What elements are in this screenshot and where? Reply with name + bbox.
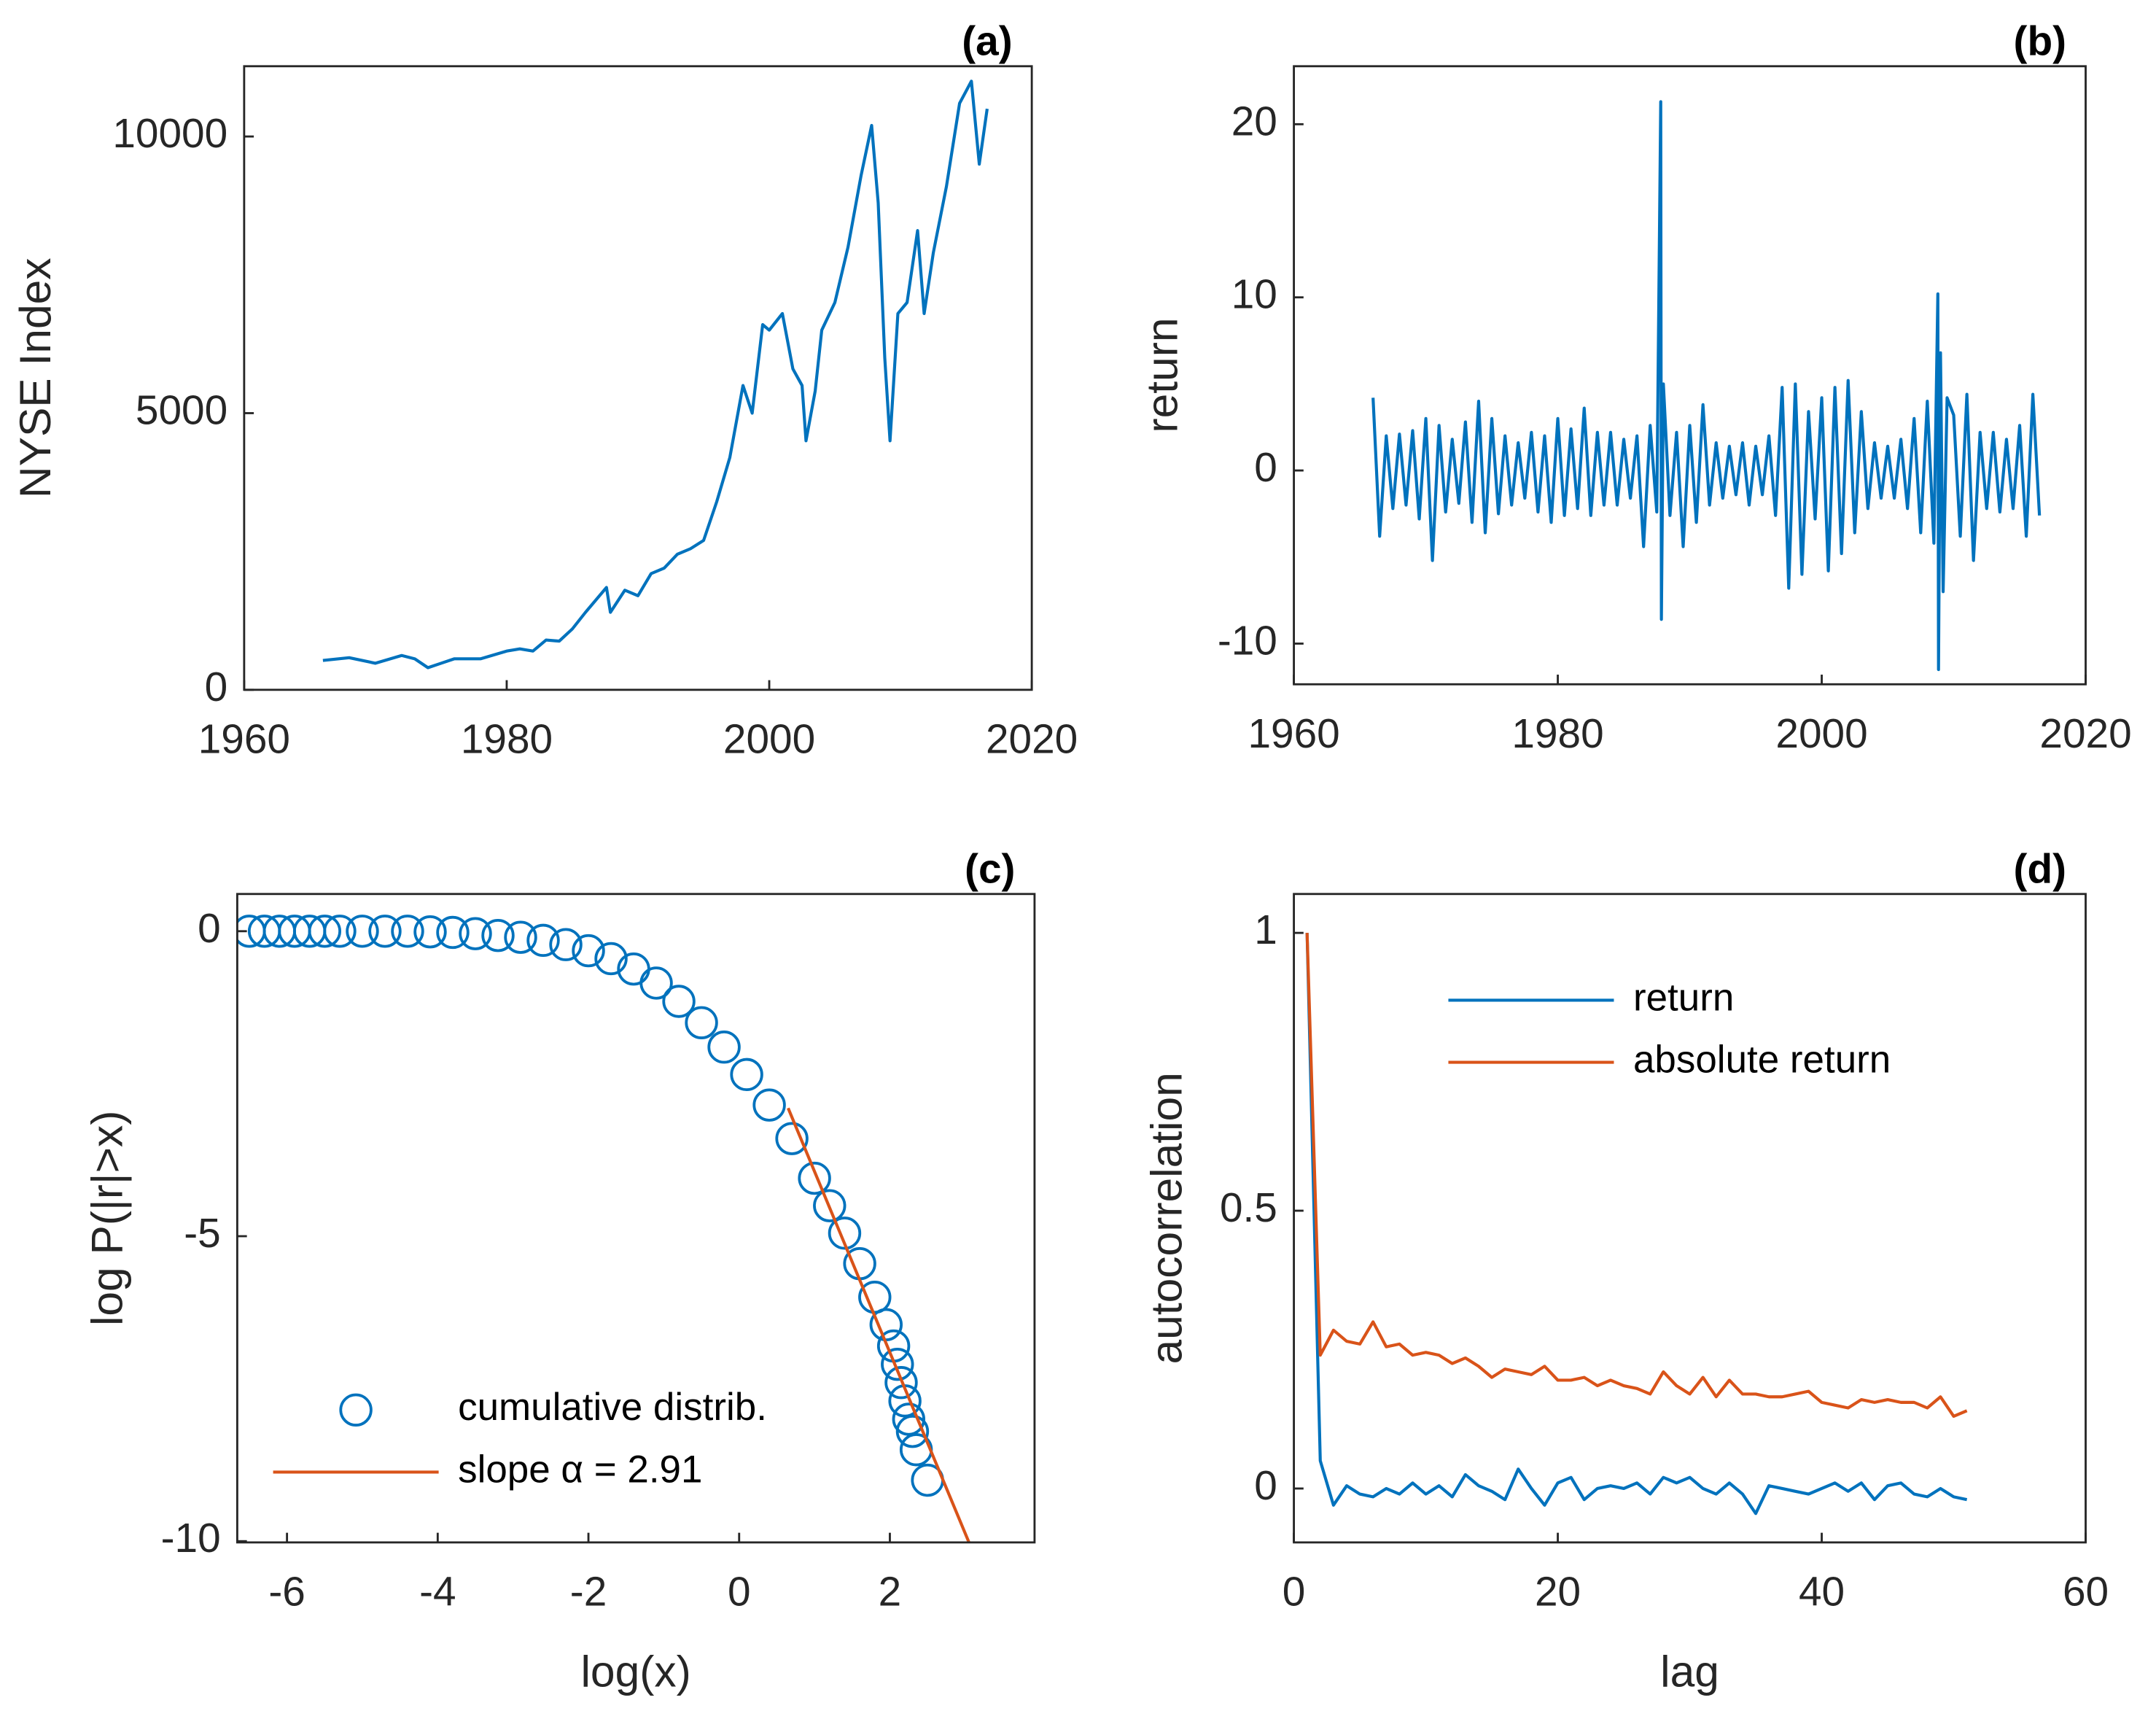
y-tick-label: 0.5 [1220, 1185, 1277, 1231]
scatter-point [707, 1031, 741, 1064]
scatter-point [884, 1366, 918, 1400]
y-axis-label: autocorrelation [1141, 1072, 1191, 1364]
subplot-title: (c) [965, 847, 1015, 893]
y-axis-label: log P(|r|>x) [82, 1111, 131, 1326]
scatter-point [308, 915, 341, 948]
axes-frame [236, 893, 1036, 1544]
plot-area [1371, 100, 2042, 672]
x-tick-label: 1960 [1248, 711, 1339, 757]
y-tick-label: -5 [184, 1211, 220, 1257]
subplot-title: (d) [2014, 847, 2066, 893]
x-tick-label: 40 [1799, 1569, 1845, 1615]
scatter-point [798, 1161, 831, 1195]
x-tick-label: 2 [879, 1569, 902, 1615]
scatter-point [436, 915, 470, 950]
axes-frame [1293, 65, 2087, 686]
y-tick-label: 5000 [136, 387, 227, 433]
x-axis-label: lag [1660, 1646, 1719, 1696]
x-tick-label: 20 [1535, 1569, 1581, 1615]
x-tick-label: 0 [728, 1569, 751, 1615]
x-tick-label: 2000 [1775, 711, 1867, 757]
scatter-point [858, 1280, 892, 1314]
axes-frame [1293, 893, 2087, 1544]
scatter-point [813, 1189, 847, 1222]
scatter-point [775, 1122, 809, 1155]
line-series [322, 79, 989, 670]
legend-marker [339, 1393, 373, 1427]
scatter-point [895, 1414, 930, 1448]
scatter-point [881, 1347, 914, 1381]
x-tick-label: -6 [268, 1569, 305, 1615]
scatter-point [730, 1058, 763, 1092]
y-tick-label: 0 [198, 906, 221, 952]
scatter-point [594, 942, 628, 976]
scatter-point [685, 1006, 718, 1039]
y-tick-label: 0 [205, 664, 228, 710]
scatter-point [892, 1402, 926, 1436]
x-tick-label: 1980 [461, 717, 553, 763]
scatter-point [639, 966, 673, 1000]
x-axis-label: log(x) [580, 1646, 690, 1696]
y-tick-label: -10 [161, 1516, 221, 1561]
line-series [1305, 933, 1968, 1419]
scatter-point [752, 1088, 786, 1122]
x-tick-label: 2020 [986, 717, 1078, 763]
line-series [1305, 933, 1968, 1516]
scatter-point [391, 915, 424, 948]
y-tick-label: 10000 [112, 111, 227, 157]
scatter-point [662, 985, 696, 1018]
scatter-point [346, 915, 379, 948]
legend-label: slope α = 2.91 [458, 1448, 702, 1491]
y-axis-label: NYSE Index [10, 257, 60, 498]
scatter-point [459, 917, 492, 950]
y-tick-label: 20 [1231, 98, 1277, 144]
plot-area [322, 79, 989, 670]
y-tick-label: -10 [1218, 618, 1277, 664]
x-tick-label: 1980 [1511, 711, 1603, 757]
scatter-point [572, 934, 605, 968]
scatter-point [413, 915, 447, 949]
x-tick-label: 2020 [2039, 711, 2131, 757]
scatter-point [549, 928, 583, 961]
legend-label: cumulative distrib. [458, 1386, 767, 1429]
scatter-point [368, 915, 402, 948]
y-axis-label: return [1137, 317, 1187, 432]
y-tick-label: 10 [1231, 272, 1277, 318]
scatter-point [526, 923, 560, 958]
y-tick-label: 1 [1254, 907, 1277, 953]
subplot-title: (b) [2014, 19, 2066, 65]
subplot: 0 20 40 60 0 0.5 1 (d) autocorrelation lag return a… [1141, 847, 2109, 1696]
x-tick-label: -2 [570, 1569, 607, 1615]
subplot-title: (a) [962, 19, 1012, 65]
line-series [787, 1107, 970, 1543]
x-tick-label: 1960 [198, 717, 290, 763]
legend-label: absolute return [1633, 1039, 1891, 1082]
y-tick-label: 0 [1254, 445, 1277, 491]
x-tick-label: 60 [2063, 1569, 2109, 1615]
scatter-point [828, 1217, 862, 1250]
subplot: 1960 1980 2000 2020 0 5000 10000 (a) NYSE Index [10, 19, 1078, 763]
scatter-point [323, 915, 357, 948]
scatter-point [504, 920, 537, 954]
plot-area [1305, 933, 1968, 1516]
axes-frame [243, 65, 1033, 691]
x-tick-label: 0 [1283, 1569, 1306, 1615]
subplot: 1960 1980 2000 2020 -10 0 10 20 (b) return [1137, 19, 2132, 758]
plot-area [237, 915, 970, 1543]
scatter-point [481, 918, 515, 952]
subplot: -6 -4 -2 0 2 -10 -5 0 (c) log P(|r|>x) log(x) cumul… [82, 847, 1036, 1696]
x-tick-label: 2000 [723, 717, 815, 763]
x-tick-label: -4 [419, 1569, 456, 1615]
y-tick-label: 0 [1254, 1463, 1277, 1509]
line-series [1371, 100, 2042, 672]
legend-label: return [1633, 976, 1734, 1019]
